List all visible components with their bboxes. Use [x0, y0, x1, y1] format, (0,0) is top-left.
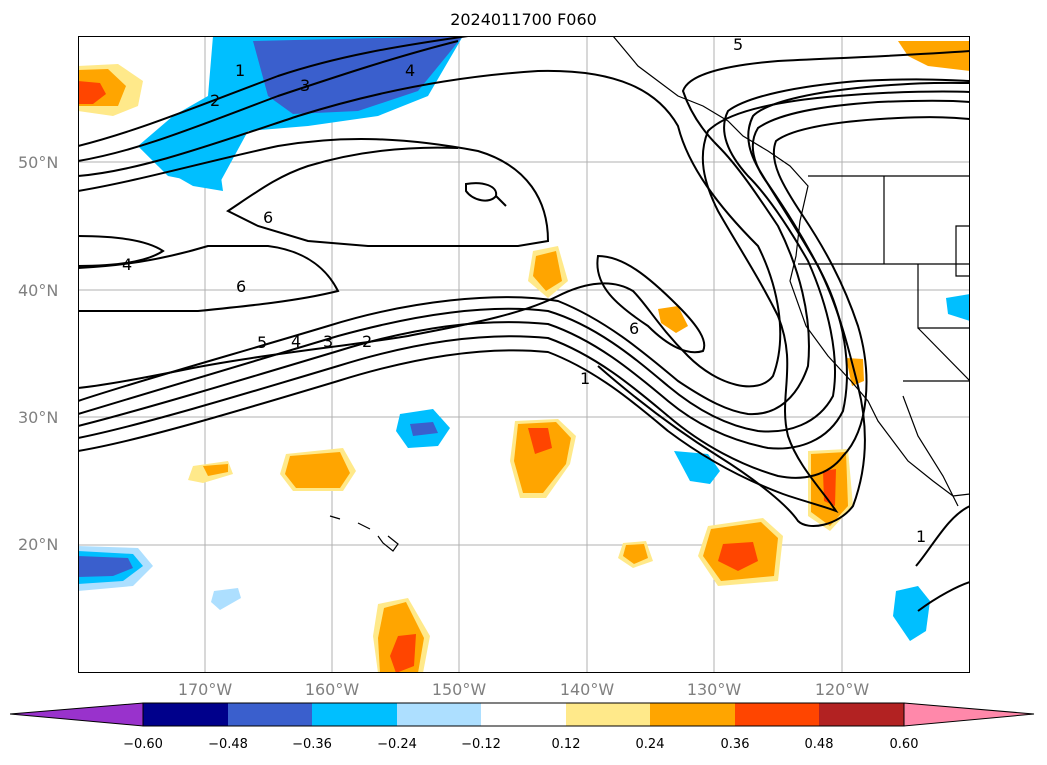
lat-label-20n: 20°N	[18, 535, 59, 554]
colorbar-tick-7: 0.24	[635, 737, 665, 752]
contour-label-5b: 5	[257, 333, 267, 352]
colorbar-tick-2: −0.48	[208, 737, 248, 752]
contour-label-6a: 6	[263, 208, 273, 227]
coastlines	[329, 36, 970, 552]
contour-label-4: 4	[405, 61, 415, 80]
contour-label-2b: 2	[362, 332, 372, 351]
colorbar-bin-7	[650, 703, 735, 726]
contour-labels: 1 2 3 4 5 6 6 4 5 4 3 2 1 6 1	[122, 36, 926, 546]
contour-label-1c: 1	[916, 527, 926, 546]
colorbar-tick-5: −0.12	[461, 737, 501, 752]
map-panel: 1 2 3 4 5 6 6 4 5 4 3 2 1 6 1	[78, 36, 970, 673]
colorbar-bin-4	[397, 703, 481, 726]
colorbar-tick-6: 0.12	[551, 737, 581, 752]
lat-label-50n: 50°N	[18, 153, 59, 172]
contour-label-4b: 4	[291, 332, 301, 351]
colorbar-tick-10: 0.60	[889, 737, 919, 752]
colorbar	[10, 702, 1035, 727]
colorbar-bin-1	[143, 703, 228, 726]
contour-label-6c: 6	[629, 319, 639, 338]
positive-shading	[78, 41, 970, 673]
colorbar-bin-5	[481, 703, 566, 726]
lon-label-160w: 160°W	[304, 680, 360, 699]
colorbar-tick-3: −0.36	[292, 737, 332, 752]
colorbar-extend-low	[10, 702, 144, 727]
lat-label-30n: 30°N	[18, 408, 59, 427]
colorbar-bin-3	[312, 703, 397, 726]
colorbar-bin-8	[735, 703, 819, 726]
colorbar-bin-6	[566, 703, 650, 726]
colorbar-tick-9: 0.48	[804, 737, 834, 752]
contour-label-3b: 3	[323, 332, 333, 351]
colorbar-bin-9	[819, 703, 904, 726]
lon-label-130w: 130°W	[686, 680, 742, 699]
contours	[78, 36, 970, 612]
contour-label-1b: 1	[580, 369, 590, 388]
colorbar-extend-high	[903, 702, 1035, 727]
contour-label-1: 1	[235, 61, 245, 80]
colorbar-bin-2	[228, 703, 312, 726]
negative-shading	[78, 36, 970, 641]
colorbar-tick-1: −0.60	[123, 737, 163, 752]
lon-label-170w: 170°W	[177, 680, 233, 699]
contour-label-6b: 6	[236, 277, 246, 296]
map-title: 2024011700 F060	[450, 10, 597, 29]
lon-label-120w: 120°W	[814, 680, 870, 699]
contour-label-2: 2	[210, 91, 220, 110]
lat-label-40n: 40°N	[18, 281, 59, 300]
contour-label-5: 5	[733, 36, 743, 54]
contour-label-4a: 4	[122, 255, 132, 274]
lon-label-150w: 150°W	[431, 680, 487, 699]
contour-label-3: 3	[300, 76, 310, 95]
colorbar-tick-4: −0.24	[377, 737, 417, 752]
lon-label-140w: 140°W	[559, 680, 615, 699]
colorbar-tick-8: 0.36	[720, 737, 750, 752]
